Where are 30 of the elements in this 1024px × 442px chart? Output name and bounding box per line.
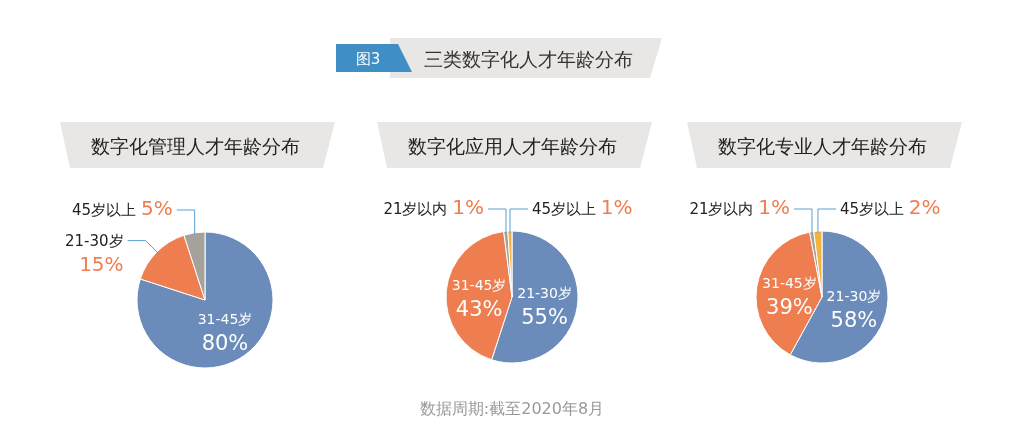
- slice-label: 21-30岁: [65, 231, 124, 250]
- slice-label: 45岁以上: [839, 200, 909, 218]
- data-label: 58%: [830, 308, 878, 333]
- data-label: 39%: [766, 294, 813, 319]
- data-label: 5%: [140, 196, 173, 220]
- slice-label: 21岁以内: [383, 200, 453, 218]
- slice-label: 21岁以内: [689, 200, 759, 218]
- chart-title: 数字化应用人才年龄分布: [407, 135, 617, 157]
- pie-slice: [139, 234, 206, 301]
- slice-label: 31-45岁: [451, 276, 507, 293]
- slice-label: 45岁以上: [531, 200, 601, 218]
- chart-title: 数字化专业人才年龄分布: [717, 135, 927, 157]
- caption: 图3: [355, 50, 381, 68]
- chart-title: 数字化管理人才年龄分布: [90, 135, 300, 157]
- data-label: 1%: [600, 195, 633, 219]
- data-label: 2%: [908, 195, 941, 219]
- data-label: 80%: [201, 330, 249, 355]
- data-label: 1%: [758, 195, 790, 219]
- data-label: 55%: [521, 305, 568, 330]
- slice-label: 45岁以上: [72, 201, 141, 219]
- pie-slice: [136, 231, 274, 369]
- slice-label: 31-45岁: [762, 274, 817, 291]
- slice-label: 31-45岁: [197, 310, 253, 327]
- slice-label: 21-30岁: [826, 288, 882, 305]
- data-label: 15%: [79, 251, 124, 276]
- text: 三类数字化人才年龄分布: [423, 48, 633, 70]
- slice-label: 21-30岁: [517, 285, 572, 302]
- data-label: 43%: [455, 296, 503, 321]
- data-label: 1%: [452, 195, 484, 219]
- text: 数据周期:截至2020年8月: [419, 399, 605, 418]
